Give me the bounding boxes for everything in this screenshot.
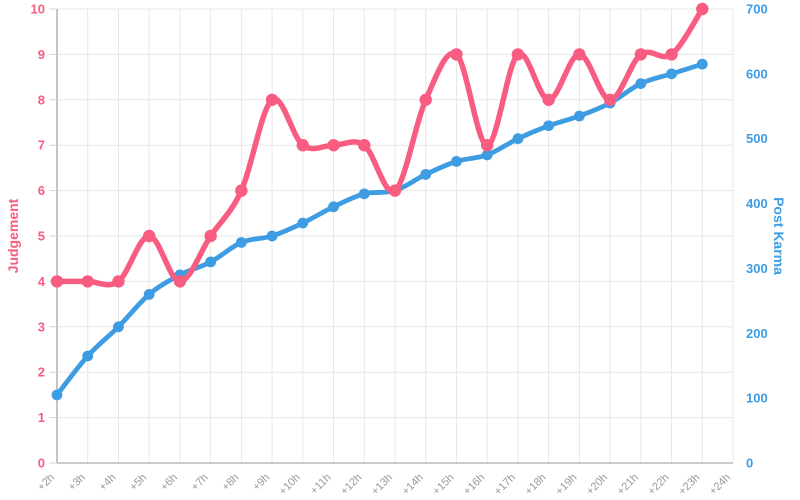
x-axis-tick-label: +16h — [461, 472, 487, 498]
post-karma-point[interactable] — [143, 288, 155, 300]
x-axis-tick-label: +20h — [584, 472, 610, 498]
post-karma-point[interactable] — [51, 389, 63, 401]
right-axis-labels: 0 100 200 300 400 500 600 700 — [746, 2, 768, 471]
post-karma-point[interactable] — [205, 256, 217, 268]
judgement-point[interactable] — [388, 184, 402, 197]
left-axis-tick-label: 1 — [38, 410, 45, 425]
post-karma-point[interactable] — [635, 78, 647, 89]
judgement-point[interactable] — [480, 139, 494, 152]
judgement-point[interactable] — [204, 229, 217, 243]
post-karma-point[interactable] — [451, 156, 462, 167]
x-axis-tick-label: +7h — [189, 472, 211, 494]
judgement-point[interactable] — [511, 48, 525, 61]
left-axis-tick-label: 2 — [38, 365, 45, 380]
post-karma-point[interactable] — [420, 168, 432, 180]
post-karma-point[interactable] — [82, 350, 94, 362]
judgement-point[interactable] — [358, 139, 371, 152]
left-axis-tick-label: 0 — [38, 456, 45, 471]
left-axis-tick-label: 9 — [38, 47, 45, 62]
x-axis-tick-label: +8h — [220, 472, 242, 494]
post-karma-point[interactable] — [113, 321, 124, 333]
x-axis-tick-label: +14h — [400, 472, 426, 498]
x-axis-tick-label: +17h — [492, 472, 518, 498]
x-axis-tick-label: +12h — [338, 472, 364, 498]
x-axis-tick-label: +23h — [676, 472, 702, 498]
x-axis-tick-label: +18h — [523, 472, 549, 498]
judgement-line — [54, 6, 706, 288]
post-karma-line — [54, 61, 705, 398]
x-axis-tick-label: +13h — [369, 472, 395, 498]
x-axis-tick-label: +4h — [97, 472, 119, 494]
post-karma-point[interactable] — [297, 217, 309, 229]
post-karma-point[interactable] — [235, 237, 247, 248]
judgement-point[interactable] — [81, 275, 94, 288]
post-karma-point[interactable] — [696, 58, 708, 70]
judgement-point[interactable] — [296, 139, 310, 152]
x-axis-tick-label: +19h — [553, 472, 579, 498]
right-axis-tick-label: 100 — [746, 391, 768, 406]
series-judgement — [50, 2, 709, 288]
right-axis-tick-label: 300 — [746, 261, 768, 276]
x-axis-tick-label: +11h — [308, 472, 333, 497]
post-karma-point[interactable] — [358, 188, 370, 200]
x-axis-tick-label: +24h — [707, 472, 733, 498]
post-karma-point[interactable] — [512, 133, 524, 145]
judgement-point[interactable] — [327, 139, 340, 152]
x-axis-tick-label: +9h — [251, 472, 273, 494]
judgement-point[interactable] — [235, 184, 248, 197]
post-karma-point[interactable] — [543, 120, 555, 132]
left-axis-tick-label: 8 — [38, 92, 45, 107]
judgement-point[interactable] — [603, 93, 617, 107]
left-axis-tick-label: 4 — [38, 274, 46, 289]
post-karma-point[interactable] — [481, 149, 493, 161]
right-axis-tick-label: 600 — [746, 66, 768, 81]
right-axis-tick-label: 200 — [746, 326, 768, 341]
x-axis-tick-label: +10h — [277, 472, 303, 498]
x-axis-tick-label: +2h — [35, 472, 57, 494]
judgement-point[interactable] — [173, 275, 187, 288]
right-axis-tick-label: 400 — [746, 196, 768, 211]
judgement-point[interactable] — [665, 48, 678, 61]
post-karma-point[interactable] — [666, 68, 677, 80]
judgement-point[interactable] — [419, 93, 432, 107]
x-axis-tick-label: +21h — [615, 472, 641, 498]
x-axis-labels: +2h +3h +4h +5h +6h +7h +8h +9h +10h +11h +12h +13h… — [35, 472, 733, 498]
judgement-point[interactable] — [112, 275, 125, 288]
post-karma-point[interactable] — [573, 110, 585, 122]
judgement-point[interactable] — [634, 48, 648, 61]
right-axis-tick-label: 700 — [746, 2, 768, 17]
right-axis-tick-label: 500 — [746, 131, 768, 146]
left-axis-tick-label: 10 — [31, 2, 45, 17]
judgement-point[interactable] — [50, 275, 64, 288]
judgement-point[interactable] — [573, 48, 586, 61]
judgement-point[interactable] — [265, 93, 279, 107]
judgement-point[interactable] — [696, 2, 709, 16]
left-axis-tick-label: 5 — [38, 229, 45, 244]
judgement-point[interactable] — [542, 93, 555, 107]
x-axis-tick-label: +3h — [66, 472, 88, 494]
x-axis-tick-label: +5h — [128, 472, 150, 494]
right-axis-tick-label: 0 — [746, 456, 753, 471]
x-axis-tick-label: +15h — [431, 472, 457, 498]
series-post-karma — [51, 58, 708, 401]
judgement-point[interactable] — [450, 48, 463, 61]
x-axis-tick-label: +6h — [158, 472, 180, 494]
left-axis-tick-label: 3 — [38, 319, 45, 334]
post-karma-point[interactable] — [328, 201, 339, 213]
judgement-point[interactable] — [142, 229, 156, 243]
left-axis-labels: 0 1 2 3 4 5 6 7 8 9 10 — [31, 2, 46, 471]
x-axis-tick-label: +22h — [646, 472, 672, 498]
left-axis-tick-label: 7 — [38, 138, 45, 153]
post-karma-point[interactable] — [266, 230, 278, 242]
grid — [57, 8, 734, 463]
left-axis-tick-label: 6 — [38, 183, 45, 198]
